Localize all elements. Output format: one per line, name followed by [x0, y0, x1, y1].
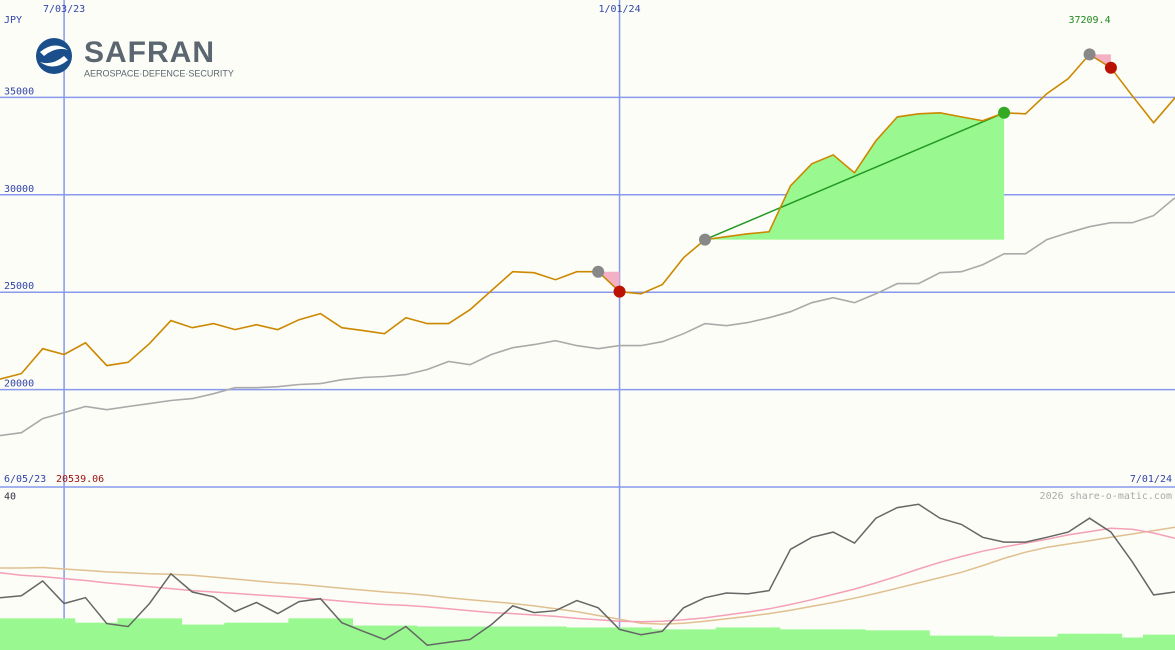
volume-bar — [907, 630, 930, 650]
volume-bar — [10, 618, 33, 650]
x-tick-label: 7/03/23 — [43, 4, 85, 15]
volume-bar — [972, 635, 994, 650]
volume-bar — [1164, 634, 1175, 650]
volume-bar — [1014, 636, 1037, 650]
volume-bar — [331, 618, 353, 650]
volume-bar — [309, 618, 332, 650]
volume-bar — [160, 618, 183, 650]
indicator-line — [0, 527, 1175, 623]
exit-marker — [1104, 61, 1117, 74]
volume-bar — [950, 635, 973, 650]
y-tick-label: 35000 — [4, 86, 34, 97]
indicator-line — [0, 526, 1175, 625]
y-tick-label: 40 — [4, 492, 16, 503]
volume-bar — [53, 618, 76, 650]
volume-bar — [437, 626, 460, 650]
end-date-label: 7/01/24 — [1130, 474, 1172, 485]
currency-label: JPY — [4, 15, 22, 26]
volume-bar — [202, 624, 225, 650]
high-label: 37209.4 — [1068, 15, 1110, 26]
logo-text: SAFRAN — [84, 36, 215, 69]
y-tick-label: 25000 — [4, 281, 34, 292]
volume-bar — [138, 618, 161, 650]
volume-bar — [1036, 636, 1058, 650]
volume-bar — [523, 626, 546, 650]
volume-bar — [0, 618, 12, 650]
volume-bar — [1057, 633, 1080, 650]
volume-bar — [1100, 633, 1123, 650]
volume-bar — [502, 626, 524, 650]
volume-bar — [608, 627, 631, 650]
x-tick-label: 1/01/24 — [598, 4, 640, 15]
volume-bar — [96, 622, 118, 650]
volume-bar — [544, 626, 567, 650]
volume-bar — [224, 622, 247, 650]
volume-bar — [694, 629, 717, 650]
start-value-label: 20539.06 — [56, 474, 104, 485]
volume-bar — [117, 618, 140, 650]
price-line — [0, 197, 1175, 437]
y-tick-label: 30000 — [4, 184, 34, 195]
price-line — [0, 53, 1175, 380]
entry-marker — [592, 265, 605, 278]
indicator-line — [0, 503, 1175, 646]
volume-bar — [181, 624, 204, 650]
volume-bar — [886, 630, 909, 650]
volume-bar — [801, 629, 823, 650]
trade-line — [704, 112, 1005, 241]
volume-bar — [587, 627, 610, 650]
logo-tagline: AEROSPACE·DEFENCE·SECURITY — [84, 68, 234, 78]
volume-bar — [758, 627, 781, 650]
volume-bar — [32, 618, 54, 650]
entry-marker — [1083, 48, 1096, 61]
volume-bar — [843, 629, 866, 650]
volume-bar — [395, 625, 418, 650]
exit-marker — [998, 106, 1011, 119]
watermark: 2026 share-o-matic.com — [1040, 491, 1172, 502]
volume-bar — [352, 625, 375, 650]
volume-bar — [245, 622, 268, 650]
volume-bar — [651, 629, 674, 650]
entry-marker — [699, 233, 711, 246]
volume-bar — [566, 627, 588, 650]
logo-swoosh — [40, 45, 68, 67]
logo-icon — [36, 38, 72, 74]
volume-bar — [929, 635, 952, 650]
volume-bar — [288, 618, 311, 650]
volume-bar — [865, 630, 888, 650]
volume-bar — [459, 626, 482, 650]
volume-bar — [630, 627, 653, 650]
volume-bar — [822, 629, 845, 650]
volume-bar — [74, 622, 97, 650]
volume-bar — [1142, 634, 1165, 650]
y-tick-label: 20000 — [4, 379, 34, 390]
volume-bar — [993, 636, 1016, 650]
volume-bar — [737, 627, 759, 650]
logo: SAFRAN AEROSPACE·DEFENCE·SECURITY — [36, 36, 234, 78]
volume-bar — [267, 622, 289, 650]
volume-bar — [1078, 633, 1101, 650]
exit-marker — [613, 285, 626, 298]
volume-bar — [779, 629, 802, 650]
volume-bar — [715, 627, 738, 650]
start-date-label: 6/05/23 — [4, 474, 46, 485]
volume-bar — [1121, 637, 1144, 650]
volume-bar — [672, 629, 695, 650]
volume-bar — [480, 626, 503, 650]
volume-bar — [373, 625, 396, 650]
